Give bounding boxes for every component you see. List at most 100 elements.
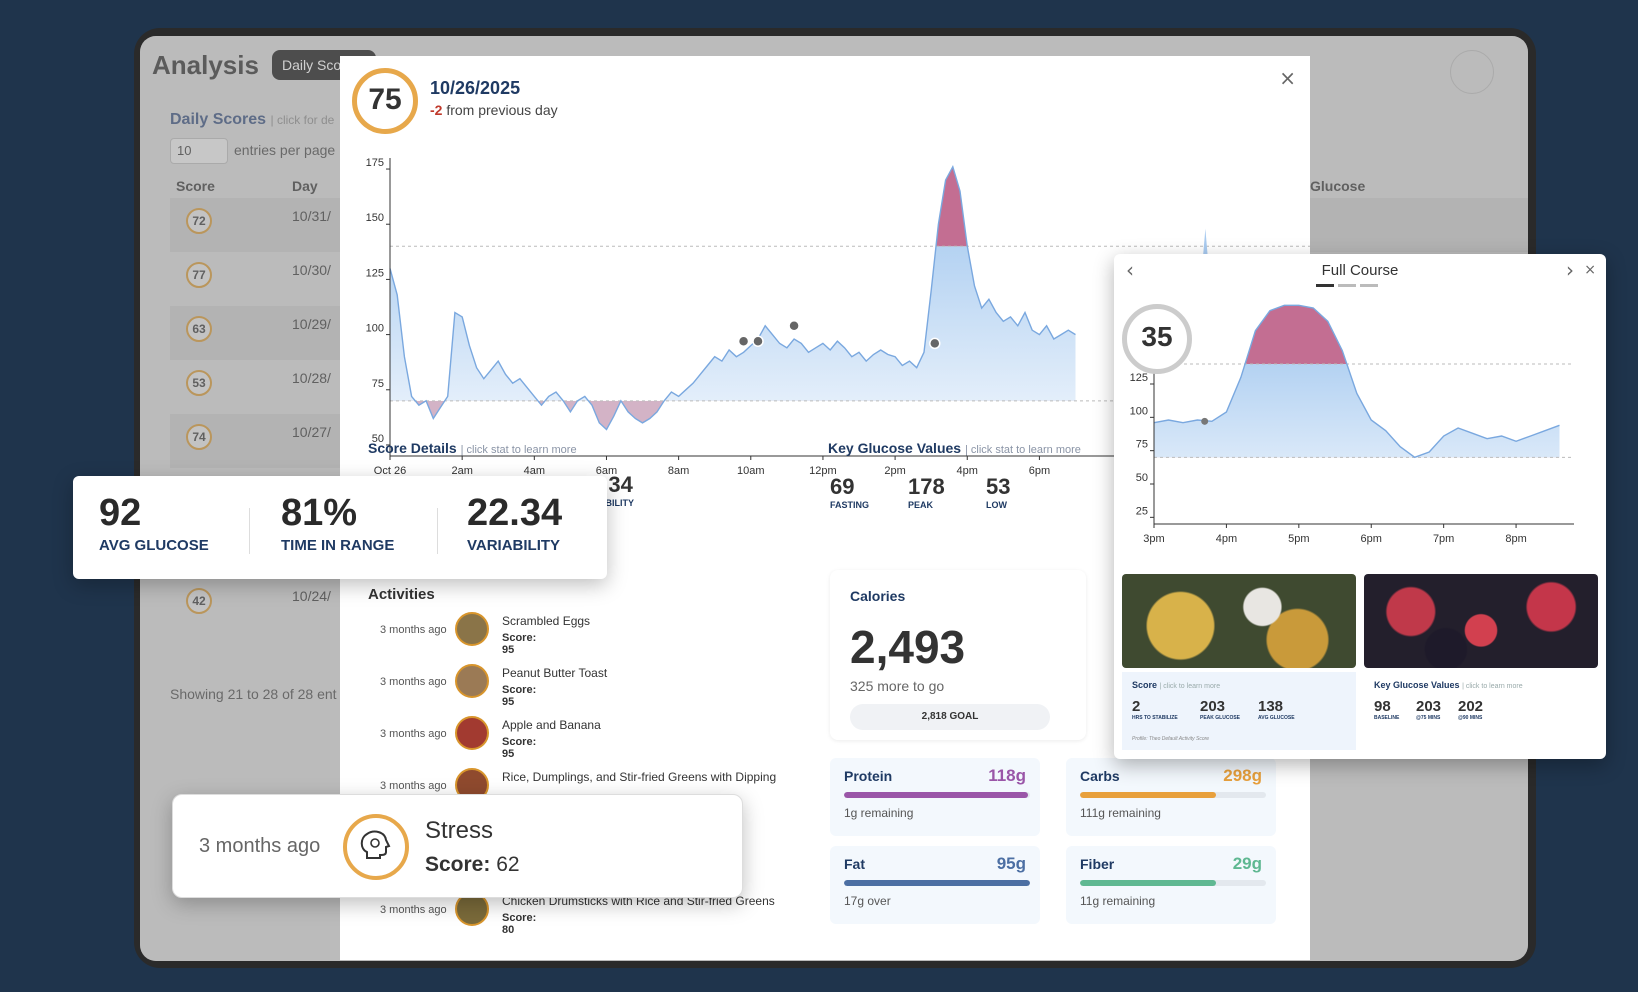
- column-day[interactable]: Day: [292, 178, 318, 194]
- calories-card[interactable]: Calories 2,493 325 more to go 2,818 GOAL: [830, 570, 1086, 740]
- activity-photo: [455, 716, 489, 750]
- macro-name: Protein: [844, 768, 893, 784]
- day-cell: 10/31/: [292, 208, 331, 224]
- day-score-ring: 75: [352, 68, 418, 134]
- y-tick-label: 25: [1136, 505, 1148, 517]
- activity-time: 3 months ago: [380, 676, 447, 688]
- carbs-card[interactable]: Carbs 298g 111g remaining: [1066, 758, 1276, 836]
- course-glucose-chart: 2550751001251503pm4pm5pm6pm7pm8pm: [1130, 304, 1574, 545]
- entries-label: entries per page: [234, 142, 336, 158]
- activity-score: Score: 95: [502, 684, 537, 708]
- calories-title: Calories: [850, 588, 906, 604]
- close-icon[interactable]: ×: [1584, 262, 1596, 278]
- x-tick-label: 4pm: [1216, 533, 1237, 545]
- y-tick-label: 175: [366, 157, 384, 169]
- daily-scores-title: Daily Scores | click for de: [170, 111, 335, 128]
- baseline-stat: 98 BASELINE: [1374, 698, 1400, 721]
- stress-time: 3 months ago: [199, 835, 321, 857]
- activity-score: Score: 95: [502, 632, 537, 656]
- score-badge: 74: [186, 424, 212, 450]
- summary-stats-card: 92 AVG GLUCOSE 81% TIME IN RANGE 22.34 VARI…: [73, 476, 607, 579]
- x-tick-label: 6pm: [1029, 465, 1050, 477]
- x-tick-label: 2am: [451, 465, 472, 477]
- carousel-dots[interactable]: [1316, 284, 1378, 287]
- y-tick-label: 100: [366, 323, 384, 335]
- activity-time: 3 months ago: [380, 728, 447, 740]
- y-tick-label: 150: [366, 212, 384, 224]
- stress-activity-card[interactable]: 3 months ago Stress Score: 62: [172, 794, 743, 898]
- time-in-range-stat[interactable]: 81% TIME IN RANGE: [281, 492, 395, 554]
- day-cell: 10/27/: [292, 424, 331, 440]
- divider: [437, 508, 438, 554]
- x-tick-label: 4am: [524, 465, 545, 477]
- x-tick-label: 5pm: [1288, 533, 1309, 545]
- x-tick-label: 2pm: [884, 465, 905, 477]
- chevron-right-icon[interactable]: ›: [1566, 258, 1574, 282]
- glucose-line: [1153, 304, 1560, 459]
- pagination-info: Showing 21 to 28 of 28 ent: [170, 686, 337, 702]
- activity-photo: [455, 612, 489, 646]
- course-kgv-panel[interactable]: Key Glucose Values | click to learn more…: [1364, 672, 1598, 750]
- fiber-card[interactable]: Fiber 29g 11g remaining: [1066, 846, 1276, 924]
- meal-marker: [752, 335, 764, 347]
- stress-score: Score: 62: [425, 853, 520, 876]
- chevron-left-icon[interactable]: ‹: [1126, 258, 1134, 282]
- divider: [249, 508, 250, 554]
- peak-stat[interactable]: 178 PEAK: [908, 474, 945, 510]
- macro-remaining: 11g remaining: [1080, 894, 1156, 908]
- full-course-card: ‹ Full Course › × 2550751001251503pm4pm5…: [1114, 254, 1606, 759]
- activity-name: Rice, Dumplings, and Stir-fried Greens w…: [502, 770, 777, 784]
- close-icon[interactable]: ×: [1279, 66, 1296, 90]
- activity-time: 3 months ago: [380, 904, 447, 916]
- score-badge: 53: [186, 370, 212, 396]
- brain-icon: [343, 814, 409, 880]
- course-score-panel[interactable]: Score | click to learn more 2 HRS TO STAB…: [1122, 672, 1356, 750]
- y-tick-label: 75: [372, 378, 384, 390]
- key-glucose-title: Key Glucose Values | click stat to learn…: [828, 440, 1081, 456]
- column-score[interactable]: Score: [176, 178, 215, 194]
- protein-card[interactable]: Protein 118g 1g remaining: [830, 758, 1040, 836]
- calories-remaining: 325 more to go: [850, 678, 945, 694]
- x-tick-label: Oct 26: [374, 465, 406, 477]
- x-tick-label: 3pm: [1143, 533, 1164, 545]
- macro-value: 118g: [988, 766, 1026, 785]
- fat-card[interactable]: Fat 95g 17g over: [830, 846, 1040, 924]
- low-stat[interactable]: 53 LOW: [986, 474, 1011, 510]
- in-range-area: [390, 246, 1076, 401]
- macro-remaining: 1g remaining: [844, 806, 914, 820]
- food-photo-stir-fry: [1122, 574, 1356, 668]
- above-range-area: [1245, 305, 1347, 364]
- course-score-ring: 35: [1122, 304, 1192, 374]
- profile-note: Profile: Theo Default Activity Score: [1132, 736, 1210, 742]
- day-cell: 10/29/: [292, 316, 331, 332]
- variability-stat[interactable]: 22.34 VARIABILITY: [467, 492, 563, 554]
- macro-value: 95g: [996, 854, 1026, 873]
- macro-progress: [844, 880, 1030, 886]
- activity-photo: [455, 664, 489, 698]
- column-glucose[interactable]: Glucose: [1310, 178, 1366, 194]
- score-badge: 63: [186, 316, 212, 342]
- y-tick-label: 50: [372, 433, 384, 445]
- search-icon[interactable]: [1450, 50, 1494, 94]
- avg-glucose-stat[interactable]: 92 AVG GLUCOSE: [99, 492, 209, 554]
- above-range-area: [935, 166, 968, 247]
- macro-progress: [1080, 880, 1266, 886]
- fasting-stat[interactable]: 69 FASTING: [830, 474, 870, 510]
- activity-score: Score: 95: [502, 736, 537, 760]
- entries-select[interactable]: 10: [170, 138, 228, 164]
- day-score-value: 75: [368, 83, 402, 116]
- x-tick-label: 7pm: [1433, 533, 1454, 545]
- avg-glucose: 138 AVG GLUCOSE: [1258, 698, 1295, 721]
- hrs-to-stabilize: 2 HRS TO STABILIZE: [1132, 698, 1178, 721]
- day-delta: -2 from previous day: [430, 102, 558, 118]
- y-tick-label: 100: [1130, 405, 1148, 417]
- x-tick-label: 10am: [737, 465, 765, 477]
- macro-progress: [844, 792, 1030, 798]
- peak-glucose: 203 PEAK GLUCOSE: [1200, 698, 1241, 721]
- macro-name: Fat: [844, 856, 865, 872]
- score-badge: 72: [186, 208, 212, 234]
- macro-value: 298g: [1223, 766, 1262, 785]
- x-tick-label: 6am: [596, 465, 617, 477]
- macro-remaining: 17g over: [844, 894, 891, 908]
- stress-title: Stress: [425, 817, 494, 844]
